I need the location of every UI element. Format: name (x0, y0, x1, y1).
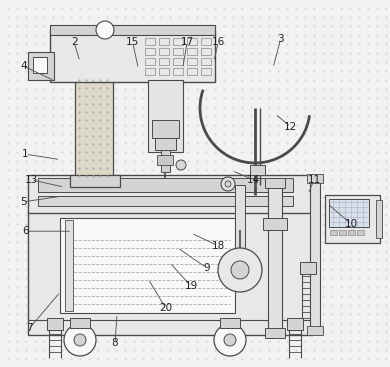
Bar (287, 318, 303, 330)
Text: 18: 18 (212, 241, 225, 251)
Bar (300, 262, 316, 274)
Bar (159, 48, 169, 55)
Circle shape (225, 181, 231, 187)
Text: 14: 14 (247, 175, 260, 185)
Bar (187, 58, 197, 65)
Bar (376, 200, 382, 238)
Bar (28, 210, 313, 335)
Bar (28, 52, 54, 80)
Bar (33, 57, 47, 73)
Bar (65, 220, 73, 311)
Bar (47, 318, 63, 330)
Circle shape (64, 324, 96, 356)
Text: 19: 19 (184, 281, 198, 291)
Bar (187, 48, 197, 55)
Bar (307, 326, 323, 335)
Text: 16: 16 (212, 37, 225, 47)
Text: 2: 2 (71, 37, 77, 47)
Bar (173, 48, 183, 55)
Bar (50, 30, 215, 82)
Text: 3: 3 (278, 33, 284, 44)
Text: 15: 15 (126, 37, 139, 47)
Circle shape (231, 261, 249, 279)
Circle shape (214, 324, 246, 356)
Bar (330, 230, 337, 235)
Circle shape (218, 248, 262, 292)
Bar (307, 174, 323, 183)
Circle shape (176, 160, 186, 170)
Bar (268, 182, 282, 332)
Text: 20: 20 (159, 303, 172, 313)
Bar (60, 218, 235, 313)
Circle shape (74, 334, 86, 346)
Bar (357, 230, 364, 235)
Bar (50, 25, 215, 35)
Bar (145, 58, 155, 65)
Bar (148, 80, 183, 152)
Bar (38, 196, 293, 206)
Text: 4: 4 (20, 61, 27, 71)
Bar (310, 178, 320, 328)
Bar (159, 58, 169, 65)
Bar (173, 58, 183, 65)
Text: 6: 6 (22, 226, 28, 236)
Bar (161, 150, 170, 172)
Circle shape (96, 21, 114, 39)
Bar (145, 48, 155, 55)
Bar (155, 138, 176, 150)
Bar (152, 120, 179, 138)
Bar (348, 230, 355, 235)
Bar (187, 38, 197, 45)
Bar (201, 48, 211, 55)
Text: 17: 17 (181, 37, 194, 47)
Bar (38, 178, 293, 192)
Bar (250, 165, 265, 175)
Bar (145, 68, 155, 75)
Bar (263, 218, 287, 230)
Bar (159, 38, 169, 45)
Bar (70, 318, 90, 328)
Text: 11: 11 (307, 175, 321, 185)
Text: 12: 12 (284, 121, 297, 132)
Text: 9: 9 (204, 263, 210, 273)
Circle shape (224, 334, 236, 346)
Text: 5: 5 (20, 197, 27, 207)
Bar (220, 318, 240, 328)
Bar (325, 195, 380, 243)
Circle shape (221, 177, 235, 191)
Bar (265, 328, 285, 338)
Bar (145, 38, 155, 45)
Bar (235, 185, 245, 250)
Bar (187, 68, 197, 75)
Bar (75, 75, 113, 180)
Bar (201, 68, 211, 75)
Bar (70, 68, 120, 80)
Text: 13: 13 (25, 175, 38, 185)
Text: 7: 7 (26, 323, 32, 334)
Bar (28, 175, 313, 213)
Bar (201, 58, 211, 65)
Text: 8: 8 (112, 338, 118, 348)
Bar (159, 68, 169, 75)
Bar (173, 38, 183, 45)
Bar (70, 175, 120, 187)
Bar (339, 230, 346, 235)
Bar (329, 199, 369, 227)
Text: 10: 10 (344, 219, 358, 229)
Text: 1: 1 (22, 149, 28, 159)
Bar (265, 178, 285, 188)
Bar (157, 155, 173, 165)
Bar (201, 38, 211, 45)
Bar (173, 68, 183, 75)
